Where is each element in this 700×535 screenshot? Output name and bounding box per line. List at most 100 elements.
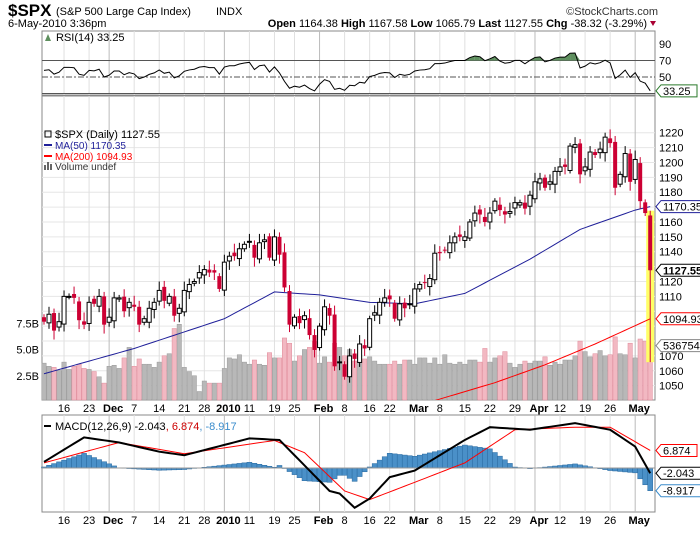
volume-bar bbox=[623, 355, 627, 400]
volume-bar bbox=[518, 364, 522, 400]
volume-bar bbox=[257, 364, 261, 400]
price-tick-label: 1120 bbox=[659, 277, 683, 289]
candle-up bbox=[147, 308, 151, 322]
volume-bar bbox=[608, 355, 612, 400]
macd-histogram-bar bbox=[397, 454, 402, 468]
candle-down bbox=[643, 202, 647, 213]
x-tick-label: 8 bbox=[342, 515, 348, 527]
macd-histogram-bar bbox=[302, 468, 307, 481]
volume-bar bbox=[207, 383, 211, 400]
x-tick-label: Dec bbox=[103, 403, 123, 415]
macd-legend-signal: 6.874 bbox=[172, 421, 200, 433]
candle-up bbox=[303, 316, 307, 320]
volume-bar bbox=[182, 367, 186, 400]
candle-up bbox=[197, 273, 201, 278]
candle-up bbox=[127, 302, 131, 307]
macd-histogram-bar bbox=[362, 468, 367, 472]
ma50-legend: MA(50) 1170.35 bbox=[55, 141, 126, 152]
candle-down bbox=[333, 315, 337, 367]
volume-bar bbox=[222, 368, 226, 400]
candle-up bbox=[167, 296, 171, 303]
x-tick-label: Apr bbox=[530, 403, 550, 415]
volume-bar bbox=[67, 369, 71, 400]
candle-up bbox=[488, 213, 492, 222]
volume-bar bbox=[77, 364, 81, 400]
volume-bar bbox=[568, 360, 572, 400]
rsi-tick-label: 50 bbox=[659, 72, 671, 84]
volume-bar bbox=[107, 366, 111, 400]
volume-bar bbox=[628, 343, 632, 400]
candle-down bbox=[232, 253, 236, 257]
macd-histogram-bar bbox=[372, 464, 377, 468]
x-tick-label: 22 bbox=[484, 515, 496, 527]
x-tick-label: 23 bbox=[83, 515, 95, 527]
volume-bar bbox=[72, 366, 76, 400]
volume-bar bbox=[488, 362, 492, 400]
volume-bar bbox=[187, 372, 191, 400]
candle-up bbox=[433, 253, 437, 279]
volume-bar bbox=[558, 364, 562, 400]
candle-up bbox=[87, 302, 91, 323]
volume-bar bbox=[398, 364, 402, 400]
candle-up bbox=[553, 171, 557, 184]
x-tick-label: Apr bbox=[530, 515, 550, 527]
open-value: 1164.38 bbox=[299, 18, 338, 30]
x-tick-label: 26 bbox=[604, 515, 616, 527]
candle-up bbox=[257, 243, 261, 259]
macd-histogram-bar bbox=[62, 460, 67, 468]
macd-histogram-bar bbox=[502, 460, 507, 468]
volume-bar bbox=[252, 360, 256, 400]
candle-up bbox=[112, 298, 116, 321]
candle-up bbox=[262, 240, 266, 242]
volume-bar bbox=[448, 363, 452, 400]
volume-bar bbox=[382, 364, 386, 400]
volume-bar bbox=[317, 363, 321, 400]
candle-down bbox=[478, 209, 482, 214]
volume-bar bbox=[142, 364, 146, 400]
volume-bar bbox=[277, 358, 281, 400]
macd-histogram-bar bbox=[467, 446, 472, 468]
macd-histogram-bar bbox=[92, 458, 97, 468]
candle-up bbox=[473, 213, 477, 221]
volume-legend: Volume undef bbox=[55, 162, 116, 173]
candle-down bbox=[122, 297, 126, 312]
volume-bar bbox=[468, 360, 472, 400]
volume-bar bbox=[372, 361, 376, 400]
macd-legend-hist: -8.917 bbox=[205, 421, 236, 433]
macd-histogram-bar bbox=[497, 456, 502, 468]
candle-up bbox=[508, 212, 512, 214]
volume-bar bbox=[117, 368, 121, 400]
candle-up bbox=[428, 279, 432, 287]
x-tick-label: 19 bbox=[579, 403, 591, 415]
candle-up bbox=[107, 317, 111, 322]
price-tick-label: 1070 bbox=[659, 351, 683, 363]
volume-bar bbox=[162, 356, 166, 400]
volume-bar bbox=[362, 359, 366, 400]
candle-down bbox=[613, 142, 617, 188]
x-tick-label: 19 bbox=[268, 515, 280, 527]
macd-histogram-bar bbox=[643, 468, 648, 485]
macd-histogram-bar bbox=[402, 455, 407, 468]
x-tick-label: 8 bbox=[437, 515, 443, 527]
volume-bar bbox=[618, 354, 622, 400]
macd-histogram-bar bbox=[67, 458, 72, 468]
macd-legend: MACD(12,26,9) -2.043, 6.874, -8.917 bbox=[55, 421, 237, 433]
candle-up bbox=[493, 201, 497, 211]
x-tick-label: 22 bbox=[384, 403, 396, 415]
candle-down bbox=[162, 287, 166, 301]
volume-bar bbox=[132, 366, 136, 400]
macd-histogram-bar bbox=[492, 453, 497, 468]
macd-histogram-bar bbox=[452, 447, 457, 468]
candle-up bbox=[598, 149, 602, 153]
ma200-value-tag: 1094.93 bbox=[663, 314, 700, 326]
ma200-legend-swatch bbox=[44, 155, 52, 157]
volume-value-tag: 5367542 bbox=[663, 341, 700, 353]
macd-histogram-bar bbox=[638, 468, 643, 479]
macd-histogram-bar bbox=[382, 457, 387, 468]
macd-histogram-bar bbox=[237, 463, 242, 468]
macd-histogram-bar bbox=[252, 463, 257, 468]
volume-tick-label: 7.5B bbox=[16, 318, 39, 330]
macd-histogram-bar bbox=[82, 453, 87, 468]
index-name: (S&P 500 Large Cap Index) bbox=[56, 6, 191, 18]
volume-bar bbox=[247, 364, 251, 400]
